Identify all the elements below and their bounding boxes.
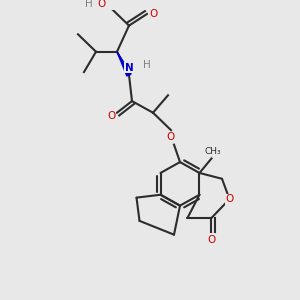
Text: O: O xyxy=(98,0,106,9)
Text: N: N xyxy=(124,63,134,73)
Text: O: O xyxy=(207,235,216,245)
Polygon shape xyxy=(117,52,131,76)
Text: O: O xyxy=(107,111,115,121)
Text: H: H xyxy=(143,60,151,70)
Text: O: O xyxy=(149,9,157,19)
Text: H: H xyxy=(85,0,92,9)
Text: O: O xyxy=(225,194,234,204)
Text: O: O xyxy=(167,132,175,142)
Text: CH₃: CH₃ xyxy=(205,147,221,156)
